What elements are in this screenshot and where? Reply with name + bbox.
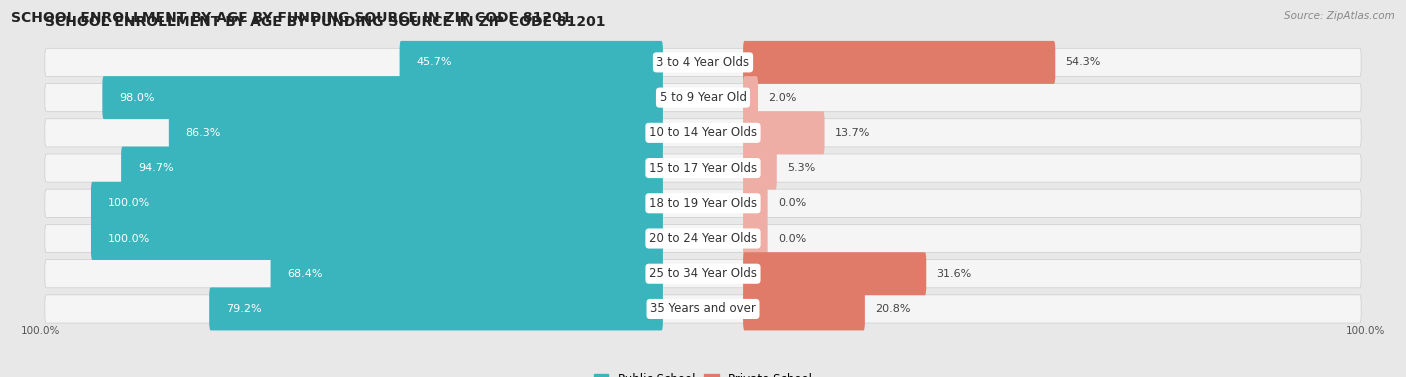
FancyBboxPatch shape xyxy=(45,154,1361,182)
FancyBboxPatch shape xyxy=(744,182,768,225)
Text: 15 to 17 Year Olds: 15 to 17 Year Olds xyxy=(650,162,756,175)
Legend: Public School, Private School: Public School, Private School xyxy=(589,368,817,377)
FancyBboxPatch shape xyxy=(45,119,1361,147)
FancyBboxPatch shape xyxy=(91,217,662,260)
Text: 18 to 19 Year Olds: 18 to 19 Year Olds xyxy=(650,197,756,210)
Text: SCHOOL ENROLLMENT BY AGE BY FUNDING SOURCE IN ZIP CODE 81201: SCHOOL ENROLLMENT BY AGE BY FUNDING SOUR… xyxy=(11,11,572,25)
Text: 100.0%: 100.0% xyxy=(108,198,150,208)
FancyBboxPatch shape xyxy=(270,252,662,295)
Text: 100.0%: 100.0% xyxy=(1346,326,1385,336)
Text: 5 to 9 Year Old: 5 to 9 Year Old xyxy=(659,91,747,104)
Text: Source: ZipAtlas.com: Source: ZipAtlas.com xyxy=(1284,11,1395,21)
Text: 5.3%: 5.3% xyxy=(787,163,815,173)
Text: 0.0%: 0.0% xyxy=(778,233,806,244)
Text: 31.6%: 31.6% xyxy=(936,269,972,279)
FancyBboxPatch shape xyxy=(121,147,662,190)
Text: 35 Years and over: 35 Years and over xyxy=(650,302,756,316)
Text: 68.4%: 68.4% xyxy=(287,269,323,279)
FancyBboxPatch shape xyxy=(45,48,1361,77)
FancyBboxPatch shape xyxy=(169,111,662,154)
Text: 25 to 34 Year Olds: 25 to 34 Year Olds xyxy=(650,267,756,280)
FancyBboxPatch shape xyxy=(91,182,662,225)
FancyBboxPatch shape xyxy=(45,260,1361,288)
FancyBboxPatch shape xyxy=(744,287,865,330)
Text: 54.3%: 54.3% xyxy=(1066,57,1101,67)
Text: 98.0%: 98.0% xyxy=(120,93,155,103)
FancyBboxPatch shape xyxy=(744,147,776,190)
Text: 0.0%: 0.0% xyxy=(778,198,806,208)
FancyBboxPatch shape xyxy=(103,76,662,119)
FancyBboxPatch shape xyxy=(209,287,662,330)
FancyBboxPatch shape xyxy=(45,295,1361,323)
Text: 100.0%: 100.0% xyxy=(21,326,60,336)
Text: 13.7%: 13.7% xyxy=(835,128,870,138)
FancyBboxPatch shape xyxy=(45,84,1361,112)
Text: SCHOOL ENROLLMENT BY AGE BY FUNDING SOURCE IN ZIP CODE 81201: SCHOOL ENROLLMENT BY AGE BY FUNDING SOUR… xyxy=(45,15,606,29)
Text: 79.2%: 79.2% xyxy=(226,304,262,314)
FancyBboxPatch shape xyxy=(744,252,927,295)
Text: 100.0%: 100.0% xyxy=(108,233,150,244)
Text: 3 to 4 Year Olds: 3 to 4 Year Olds xyxy=(657,56,749,69)
FancyBboxPatch shape xyxy=(399,41,662,84)
Text: 20.8%: 20.8% xyxy=(875,304,911,314)
FancyBboxPatch shape xyxy=(744,41,1056,84)
Text: 20 to 24 Year Olds: 20 to 24 Year Olds xyxy=(650,232,756,245)
FancyBboxPatch shape xyxy=(744,111,824,154)
FancyBboxPatch shape xyxy=(744,76,758,119)
FancyBboxPatch shape xyxy=(45,189,1361,218)
Text: 2.0%: 2.0% xyxy=(768,93,797,103)
Text: 86.3%: 86.3% xyxy=(186,128,221,138)
Text: 45.7%: 45.7% xyxy=(416,57,451,67)
FancyBboxPatch shape xyxy=(45,224,1361,253)
Text: 94.7%: 94.7% xyxy=(138,163,173,173)
FancyBboxPatch shape xyxy=(744,217,768,260)
Text: 10 to 14 Year Olds: 10 to 14 Year Olds xyxy=(650,126,756,139)
